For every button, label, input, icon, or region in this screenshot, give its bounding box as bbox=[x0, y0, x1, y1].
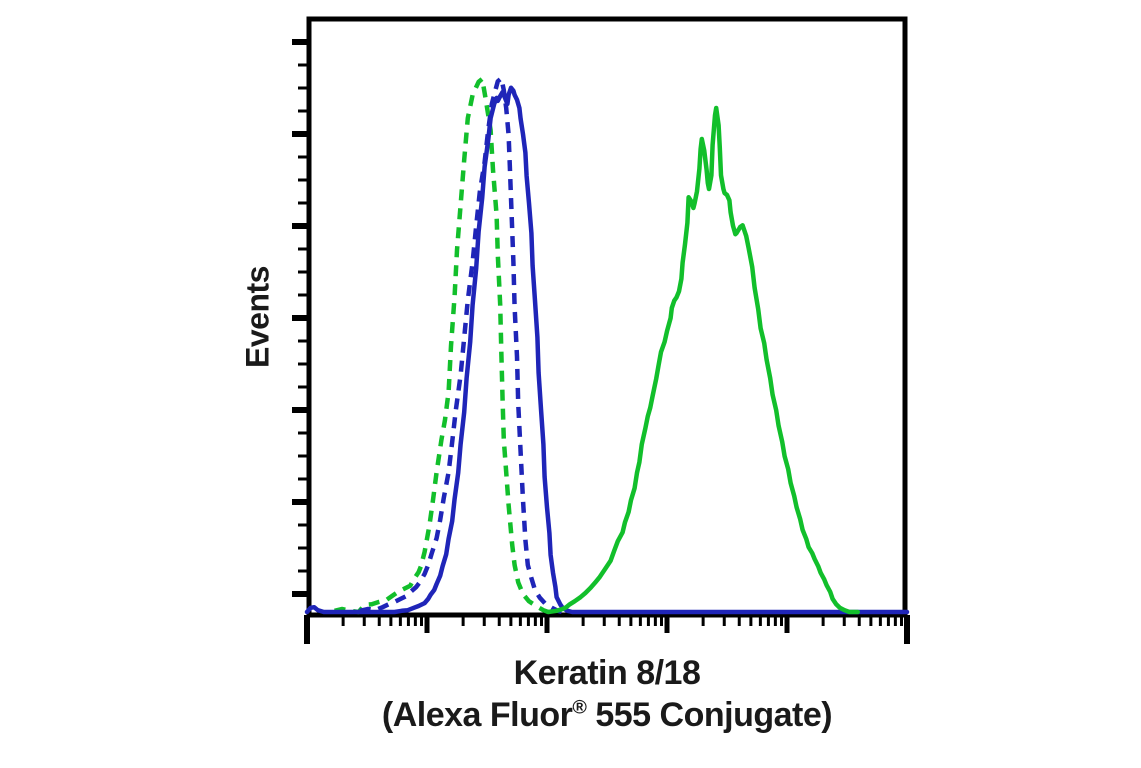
x-axis-title: Keratin 8/18 (Alexa Fluor® 555 Conjugate… bbox=[307, 652, 907, 736]
x-axis-title-line2: (Alexa Fluor® 555 Conjugate) bbox=[307, 694, 907, 736]
x-axis-title-line2-text: (Alexa Fluor bbox=[381, 696, 573, 734]
curve-blue-dashed bbox=[359, 76, 564, 615]
plot-frame bbox=[306, 16, 908, 618]
x-axis-ticks bbox=[304, 615, 910, 644]
curve-blue-solid bbox=[304, 85, 910, 615]
registered-trademark-symbol: ® bbox=[572, 696, 587, 719]
y-axis-label: Events bbox=[239, 266, 276, 368]
x-axis-title-line2-text-cont: 555 Conjugate) bbox=[586, 696, 833, 734]
curve-green-solid bbox=[545, 105, 861, 615]
x-axis-title-line1: Keratin 8/18 bbox=[513, 654, 701, 692]
y-axis-ticks bbox=[292, 39, 307, 597]
curve-green-dashed bbox=[334, 76, 549, 615]
